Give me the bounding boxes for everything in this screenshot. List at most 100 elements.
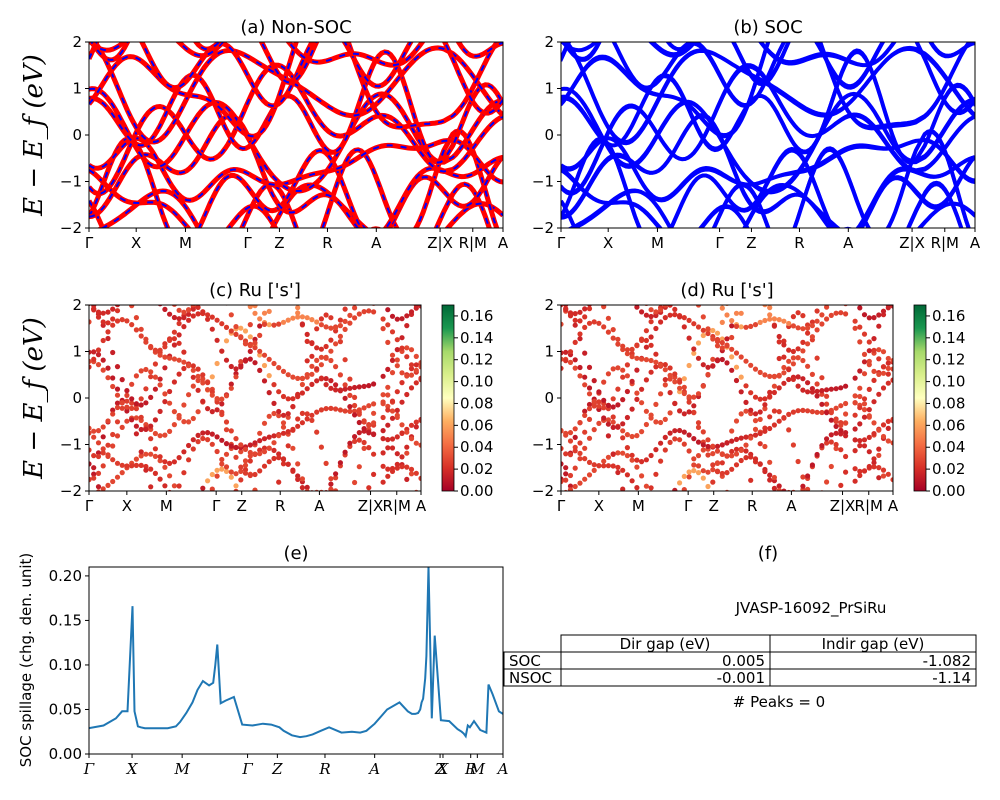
projection-point xyxy=(252,310,258,316)
projection-point xyxy=(389,329,396,335)
projection-point xyxy=(414,489,419,491)
projection-point xyxy=(242,340,249,347)
projection-point xyxy=(767,305,773,311)
projection-point xyxy=(880,467,887,473)
projection-point xyxy=(643,312,650,318)
projection-point xyxy=(582,324,588,330)
projection-point xyxy=(257,447,263,453)
x-tick-label: Γ xyxy=(684,497,693,515)
band-line xyxy=(89,42,503,86)
projection-point xyxy=(223,451,230,457)
projection-point xyxy=(242,462,249,468)
projection-point xyxy=(228,443,234,449)
projection-point xyxy=(762,372,768,378)
projection-point xyxy=(371,420,377,426)
projection-point xyxy=(819,298,824,303)
projection-point xyxy=(290,445,296,451)
projection-point xyxy=(299,314,305,320)
projection-point xyxy=(209,374,215,380)
projection-point xyxy=(586,406,593,412)
projection-point xyxy=(843,469,849,475)
projection-point xyxy=(276,455,282,461)
projection-point xyxy=(257,430,263,436)
x-tick-label: Z|X xyxy=(427,234,453,252)
projection-point xyxy=(843,411,849,417)
projection-point xyxy=(833,423,839,429)
projection-point xyxy=(157,433,163,439)
projection-point xyxy=(639,400,645,406)
band-line-split xyxy=(561,137,975,200)
projection-point xyxy=(408,347,415,353)
projection-point xyxy=(620,374,626,380)
projection-point xyxy=(190,305,196,308)
projection-point xyxy=(100,434,106,440)
projection-point xyxy=(677,427,683,434)
projection-point xyxy=(285,414,291,420)
projection-point xyxy=(133,401,139,407)
table-row-label: SOC xyxy=(509,652,541,670)
projection-point xyxy=(876,475,882,481)
projection-point xyxy=(157,352,163,358)
projection-point xyxy=(624,351,631,357)
projection-point xyxy=(653,419,659,425)
projection-point xyxy=(356,464,362,470)
projection-point xyxy=(814,409,820,415)
projection-point xyxy=(91,349,97,355)
projection-point xyxy=(857,339,863,345)
projection-point xyxy=(138,426,144,433)
projection-point xyxy=(582,412,588,418)
projection-point xyxy=(577,331,583,337)
projection-point xyxy=(601,397,607,403)
projection-point xyxy=(563,358,569,364)
projection-point xyxy=(219,466,225,472)
projection-point xyxy=(861,437,868,443)
projection-point xyxy=(143,336,149,342)
projection-point xyxy=(805,325,811,331)
projection-point xyxy=(252,340,258,346)
x-tick-label: Z xyxy=(434,760,446,778)
projection-point xyxy=(394,337,400,343)
projection-point xyxy=(299,390,305,396)
projection-point xyxy=(786,411,792,417)
projection-point xyxy=(214,396,220,402)
projection-point xyxy=(318,354,324,360)
projection-point xyxy=(653,364,659,370)
projection-point xyxy=(890,366,893,372)
projection-point xyxy=(567,472,574,479)
projection-point xyxy=(681,487,687,491)
projection-point xyxy=(100,424,106,430)
x-tick-label: A xyxy=(314,497,325,515)
projection-point xyxy=(672,428,678,434)
projection-point xyxy=(691,462,697,468)
projection-point xyxy=(380,414,386,421)
projection-point xyxy=(129,417,135,423)
projection-point xyxy=(714,357,721,363)
projection-point xyxy=(762,402,768,408)
projection-point xyxy=(89,364,92,370)
projection-point xyxy=(352,402,358,409)
projection-point xyxy=(304,338,310,344)
projection-point xyxy=(337,460,343,466)
band-line-split xyxy=(562,42,975,87)
projection-point xyxy=(280,368,287,374)
projection-point xyxy=(276,479,282,485)
projection-point xyxy=(124,463,130,469)
projection-point xyxy=(413,470,419,476)
projection-point xyxy=(700,468,706,474)
projection-point xyxy=(361,309,367,315)
projection-point xyxy=(167,428,173,434)
projection-point xyxy=(152,417,158,423)
projection-point xyxy=(871,431,877,437)
panel-e-title: (e) xyxy=(283,543,308,564)
projection-point xyxy=(238,442,244,448)
projection-point xyxy=(143,426,149,432)
projection-point xyxy=(352,438,358,444)
projection-point xyxy=(271,360,277,367)
projection-point xyxy=(695,355,702,361)
projection-point xyxy=(214,467,220,473)
projection-point xyxy=(672,312,678,318)
x-tick-label: A xyxy=(496,760,509,778)
projection-point xyxy=(672,306,678,312)
projection-point xyxy=(653,325,659,332)
projection-point xyxy=(95,440,102,446)
